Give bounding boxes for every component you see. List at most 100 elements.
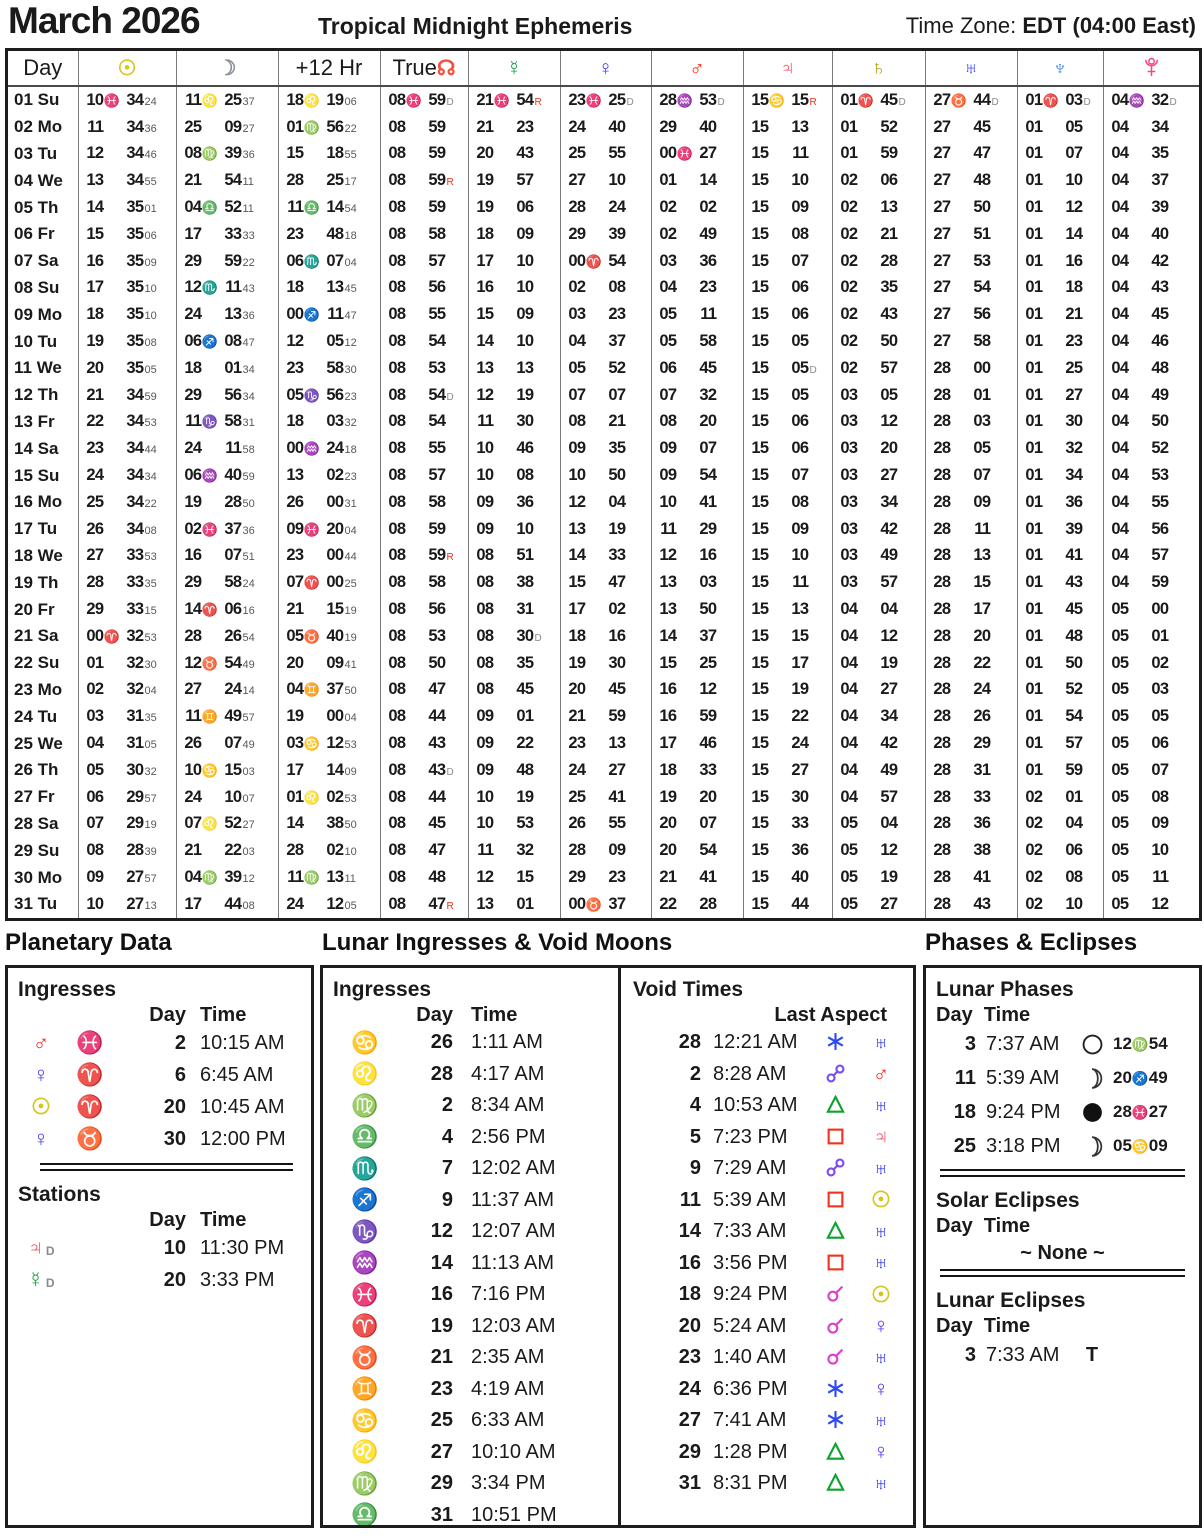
position-cell: 28 02 10 xyxy=(286,841,357,860)
aquarius-icon: ♒ xyxy=(351,1250,379,1276)
position-cell: 08 59 xyxy=(388,519,446,538)
position-cell: 10 50 xyxy=(568,466,626,485)
lunar-ingress-row: ♌ 28 4:17 AM xyxy=(351,1061,545,1087)
mars-icon: ♂ xyxy=(32,1030,50,1055)
conjunction-aspect-icon xyxy=(826,1283,845,1305)
libra-icon: ♎ xyxy=(351,1502,379,1528)
aquarius-icon: ♒ xyxy=(1128,92,1146,108)
position-cell: 04 57 xyxy=(840,787,898,806)
position-cell: 02 02 xyxy=(659,198,717,217)
position-cell: 01 32 xyxy=(1025,439,1083,458)
position-cell: 28 11 xyxy=(933,519,991,538)
ephemeris-row: 10 Tu 19 35 08 06 ♐ 08 47 12 05 12 08 54 14 10 04 37 05 58… xyxy=(8,328,1199,355)
position-cell: 27 48 xyxy=(933,171,991,190)
position-cell: 08 59 R xyxy=(381,546,468,565)
position-cell: 16 12 xyxy=(659,680,717,699)
position-cell: 05 07 xyxy=(1111,760,1169,779)
position-cell: 15 09 xyxy=(751,519,809,538)
position-cell: 18 13 45 xyxy=(286,278,357,297)
position-cell: 12 19 xyxy=(476,385,534,404)
opposition-aspect-icon xyxy=(826,1157,845,1179)
position-cell: 07 ♈ 00 25 xyxy=(286,573,357,592)
position-cell: 01 59 xyxy=(1025,760,1083,779)
position-cell: 15 27 xyxy=(751,760,809,779)
position-cell: 21 22 03 xyxy=(184,841,255,860)
day-cell: 16 Mo xyxy=(8,488,79,516)
position-cell: 05 27 xyxy=(840,894,898,913)
position-cell: 05 06 xyxy=(1111,734,1169,753)
position-cell: 28 09 xyxy=(933,492,991,511)
position-cell: 21 59 xyxy=(568,707,626,726)
position-cell: 27 24 14 xyxy=(184,680,255,699)
position-cell: 01 21 xyxy=(1025,305,1083,324)
position-cell: 04 12 xyxy=(840,626,898,645)
position-cell: 15 05 xyxy=(751,332,809,351)
position-cell: 28 24 xyxy=(933,680,991,699)
divider-rule xyxy=(940,1269,1185,1277)
day-cell: 08 Su xyxy=(8,274,79,302)
position-cell: 15 13 xyxy=(751,117,809,136)
lunar-ingress-row: ♉ 21 2:35 AM xyxy=(351,1344,545,1370)
position-cell: 01 ♍ 56 22 xyxy=(286,117,357,136)
direct-marker: D xyxy=(717,96,725,108)
venus-icon: ♀ xyxy=(872,1439,890,1465)
position-cell: 04 ♍ 39 12 xyxy=(184,868,255,886)
position-cell: 00 ♒ 24 18 xyxy=(286,439,357,458)
ephemeris-row: 21 Sa 00 ♈ 32 53 28 26 54 05 ♉ 40 19 08 53 08 30 D 18 16 14… xyxy=(8,622,1199,650)
position-cell: 18 01 34 xyxy=(184,358,255,377)
position-cell: 16 07 51 xyxy=(184,546,255,565)
position-cell: 28 29 xyxy=(933,734,991,753)
column-header xyxy=(1103,51,1199,87)
position-cell: 17 33 33 xyxy=(184,224,255,243)
position-cell: 28 17 xyxy=(933,600,991,619)
retrograde-marker: R xyxy=(534,96,542,108)
position-cell: 21 15 19 xyxy=(286,600,357,619)
virgo-icon: ♍ xyxy=(201,146,219,162)
aries-icon: ♈ xyxy=(1042,92,1060,108)
position-cell: 29 33 15 xyxy=(86,600,157,619)
leo-icon: ♌ xyxy=(201,816,219,832)
position-cell: 15 36 xyxy=(751,841,809,860)
position-cell: 24 40 xyxy=(568,117,626,136)
position-cell: 04 31 05 xyxy=(86,734,157,753)
position-cell: 08 58 xyxy=(388,573,446,592)
position-cell: 02 ♓ 37 36 xyxy=(184,519,255,538)
position-cell: 00 ♈ 32 53 xyxy=(86,626,157,645)
sun-icon: ☉ xyxy=(871,1187,891,1213)
gemini-icon: ♊ xyxy=(303,682,321,698)
position-cell: 29 59 22 xyxy=(184,251,255,270)
position-cell: 15 09 xyxy=(476,305,534,324)
ephemeris-row: 23 Mo 02 32 04 27 24 14 04 ♊ 37 50 08 47 08 45 20 45 16 12… xyxy=(8,676,1199,704)
jupiter-icon: ♃ xyxy=(779,57,796,80)
uranus-icon: ♅ xyxy=(963,57,979,80)
pisces-icon: ♓ xyxy=(405,92,423,108)
lunar-ingress-row: ♐ 9 11:37 AM xyxy=(351,1187,555,1213)
retrograde-marker: R xyxy=(446,552,454,564)
lunar-ingress-row: ♏ 7 12:02 AM xyxy=(351,1155,556,1181)
position-cell: 08 47 xyxy=(388,841,446,860)
divider-rule xyxy=(940,1169,1185,1177)
uranus-icon: ♅ xyxy=(872,1250,890,1276)
position-cell: 15 08 xyxy=(751,492,809,511)
phase-position: 12♍54 xyxy=(1113,1034,1168,1053)
position-cell: 15 40 xyxy=(751,868,809,886)
leo-icon: ♌ xyxy=(351,1439,379,1465)
position-cell: 13 03 xyxy=(659,573,717,592)
aquarius-icon: ♒ xyxy=(201,468,219,484)
direct-marker: D xyxy=(898,96,906,108)
position-cell: 03 05 xyxy=(840,385,898,404)
direct-marker: D xyxy=(1169,96,1177,108)
void-time-row: 23 1:40 AM ♅ xyxy=(678,1344,890,1370)
position-cell: 28 41 xyxy=(933,868,991,886)
position-cell: 10 53 xyxy=(476,814,534,833)
taurus-icon: ♉ xyxy=(351,1344,379,1370)
position-cell: 29 56 34 xyxy=(184,385,255,404)
uranus-icon: ♅ xyxy=(872,1407,890,1433)
trine-aspect-icon xyxy=(825,1094,845,1116)
direct-marker: D xyxy=(809,364,817,376)
position-cell: 18 33 xyxy=(659,760,717,779)
position-cell: 09 27 57 xyxy=(86,868,157,886)
lunar-ingress-row: ♎ 4 2:56 PM xyxy=(351,1124,546,1150)
position-cell: 28 24 xyxy=(568,198,626,217)
void-time-row: 16 3:56 PM ♅ xyxy=(678,1250,890,1276)
